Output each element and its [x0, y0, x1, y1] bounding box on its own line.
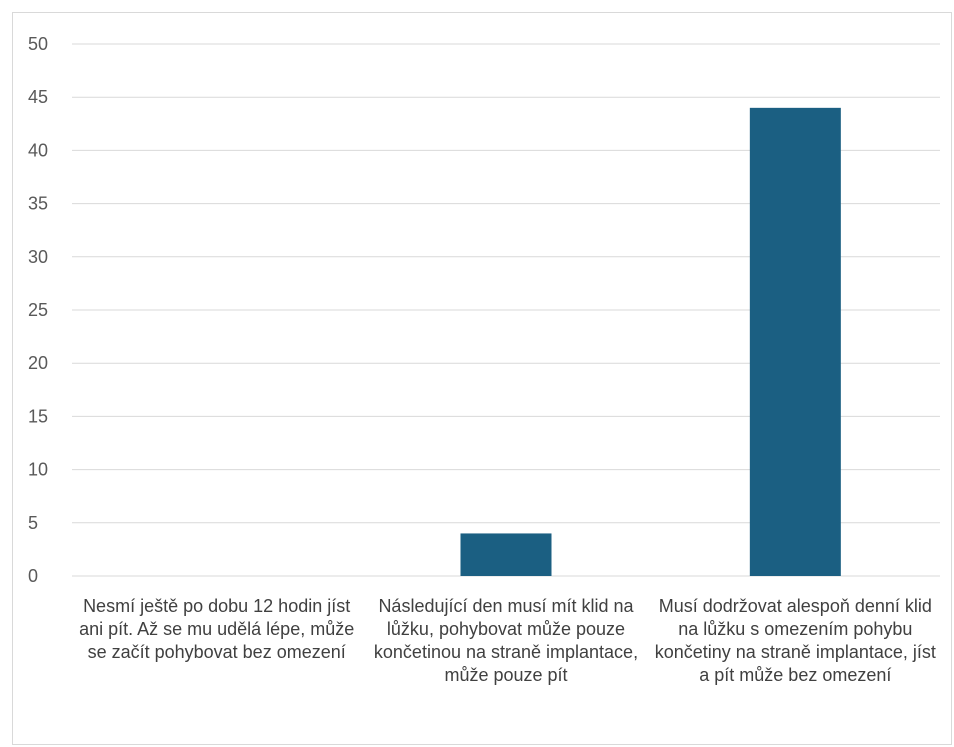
y-tick-label: 40 — [28, 140, 48, 160]
y-tick-label: 50 — [28, 34, 48, 54]
y-tick-label: 20 — [28, 353, 48, 373]
y-tick-label: 35 — [28, 194, 48, 214]
y-tick-label: 10 — [28, 460, 48, 480]
y-tick-label: 15 — [28, 406, 48, 426]
x-category-label: Nesmí ještě po dobu 12 hodin jíst ani pí… — [79, 596, 355, 662]
bar-2 — [460, 533, 552, 576]
y-tick-label: 0 — [28, 566, 38, 586]
x-category-label: Musí dodržovat alespoň denní klid na lůž… — [654, 596, 936, 685]
bar-3 — [749, 107, 841, 576]
x-category-label: Následující den musí mít klid na lůžku, … — [373, 596, 639, 685]
y-tick-label: 30 — [28, 247, 48, 267]
y-tick-label: 25 — [28, 300, 48, 320]
y-tick-label: 45 — [28, 87, 48, 107]
y-tick-label: 5 — [28, 513, 38, 533]
